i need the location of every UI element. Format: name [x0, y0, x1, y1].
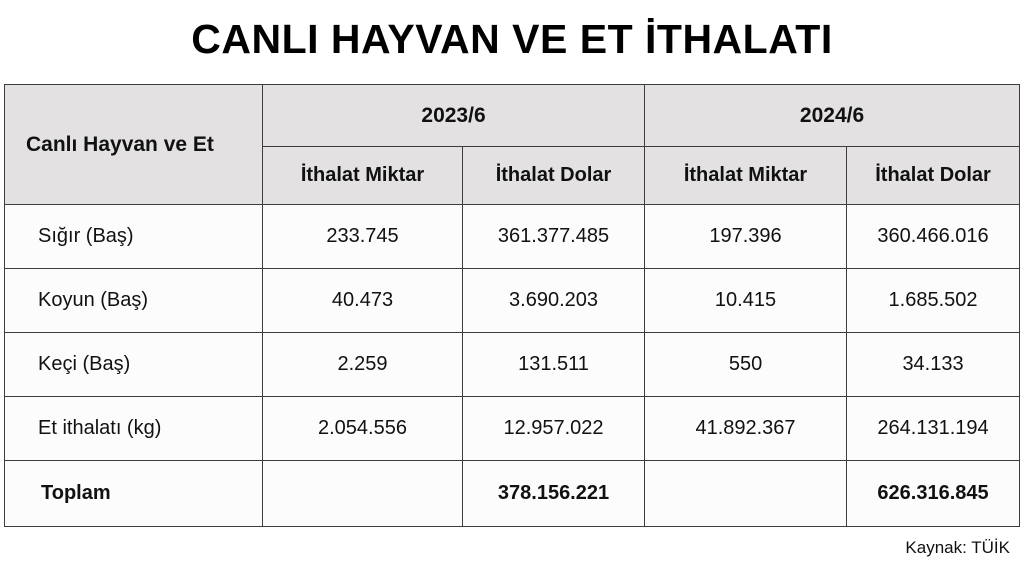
import-table: Canlı Hayvan ve Et 2023/6 2024/6 İthalat… — [4, 84, 1021, 527]
subheader-2023-dolar: İthalat Dolar — [461, 146, 646, 205]
cell-value: 197.396 — [644, 204, 848, 269]
row-label: Et ithalatı (kg) — [4, 396, 263, 461]
cell-value: 360.466.016 — [846, 204, 1021, 269]
total-cell-value: 378.156.221 — [461, 460, 646, 527]
table-row-keci: Keçi (Baş) 2.259 131.511 550 34.133 — [4, 332, 1021, 397]
header-row-measures: İthalat Miktar İthalat Dolar İthalat Mik… — [5, 146, 1021, 205]
cell-value: 40.473 — [262, 268, 463, 333]
header-period-2024: 2024/6 — [644, 84, 1021, 147]
cell-value: 34.133 — [846, 332, 1021, 397]
cell-value: 1.685.502 — [846, 268, 1021, 333]
header-corner: Canlı Hayvan ve Et — [4, 84, 263, 205]
subheader-2023-miktar: İthalat Miktar — [262, 146, 463, 205]
table-row-et-ithalati: Et ithalatı (kg) 2.054.556 12.957.022 41… — [4, 396, 1021, 461]
cell-value: 2.054.556 — [262, 396, 463, 461]
cell-value: 3.690.203 — [461, 268, 646, 333]
source-note: Kaynak: TÜİK — [905, 538, 1010, 557]
cell-value: 10.415 — [644, 268, 848, 333]
row-label: Keçi (Baş) — [4, 332, 263, 397]
cell-value: 233.745 — [262, 204, 463, 269]
cell-value: 361.377.485 — [461, 204, 646, 269]
header-period-2023: 2023/6 — [261, 84, 646, 147]
cell-value: 12.957.022 — [461, 396, 646, 461]
header-row-periods: Canlı Hayvan ve Et 2023/6 2024/6 — [4, 84, 1021, 205]
row-label: Sığır (Baş) — [4, 204, 263, 269]
subheader-2024-dolar: İthalat Dolar — [846, 146, 1021, 205]
page-title: CANLI HAYVAN VE ET İTHALATI — [191, 16, 833, 62]
total-cell-value: 626.316.845 — [846, 460, 1021, 527]
cell-value: 264.131.194 — [846, 396, 1021, 461]
total-cell-empty — [644, 460, 848, 527]
total-cell-empty — [262, 460, 463, 527]
total-label: Toplam — [4, 460, 263, 527]
table-row-sigir: Sığır (Baş) 233.745 361.377.485 197.396 … — [4, 204, 1021, 269]
total-row: Toplam 378.156.221 626.316.845 — [4, 460, 1021, 527]
table-row-koyun: Koyun (Baş) 40.473 3.690.203 10.415 1.68… — [4, 268, 1021, 333]
cell-value: 41.892.367 — [644, 396, 848, 461]
cell-value: 550 — [644, 332, 848, 397]
row-label: Koyun (Baş) — [4, 268, 263, 333]
cell-value: 2.259 — [262, 332, 463, 397]
subheader-2024-miktar: İthalat Miktar — [644, 146, 848, 205]
cell-value: 131.511 — [461, 332, 646, 397]
